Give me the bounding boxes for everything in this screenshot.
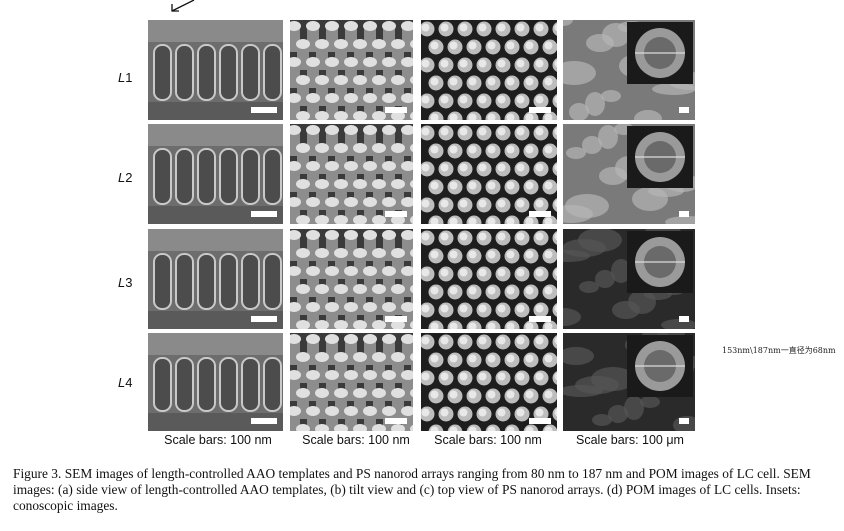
scale-bar bbox=[251, 418, 277, 424]
panel-r2-c4 bbox=[563, 124, 695, 224]
row-label-l4: L4 bbox=[118, 375, 133, 390]
scale-bar bbox=[679, 107, 689, 113]
panel-r4-c3 bbox=[421, 333, 557, 431]
panel-r2-c1 bbox=[148, 124, 283, 224]
scale-bar bbox=[385, 107, 407, 113]
scale-bar bbox=[385, 418, 407, 424]
panel-r1-c2 bbox=[290, 20, 413, 120]
scale-bar bbox=[679, 316, 689, 322]
row-label-l3: L3 bbox=[118, 275, 133, 290]
row-label-l1: L1 bbox=[118, 70, 133, 85]
panel-r2-c2 bbox=[290, 124, 413, 224]
panel-r1-c1 bbox=[148, 20, 283, 120]
column-caption-b: Scale bars: 100 nm bbox=[302, 433, 410, 447]
scale-bar bbox=[385, 316, 407, 322]
column-caption-d: Scale bars: 100 μm bbox=[576, 433, 684, 447]
arrow-mark bbox=[171, 0, 195, 12]
column-caption-a: Scale bars: 100 nm bbox=[164, 433, 272, 447]
panel-r1-c3 bbox=[421, 20, 557, 120]
scale-bar bbox=[251, 107, 277, 113]
scale-bar bbox=[679, 418, 689, 424]
scale-bar bbox=[529, 211, 551, 217]
panel-r3-c3 bbox=[421, 229, 557, 329]
panel-r3-c4 bbox=[563, 229, 695, 329]
panel-r2-c3 bbox=[421, 124, 557, 224]
scale-bar bbox=[251, 211, 277, 217]
panel-r4-c4 bbox=[563, 333, 695, 431]
scale-bar bbox=[679, 211, 689, 217]
scale-bar bbox=[529, 418, 551, 424]
row-label-l2: L2 bbox=[118, 170, 133, 185]
column-caption-c: Scale bars: 100 nm bbox=[434, 433, 542, 447]
panel-r3-c1 bbox=[148, 229, 283, 329]
panel-r1-c4 bbox=[563, 20, 695, 120]
scale-bar bbox=[529, 316, 551, 322]
scale-bar bbox=[529, 107, 551, 113]
scale-bar bbox=[385, 211, 407, 217]
panel-r4-c1 bbox=[148, 333, 283, 431]
side-note: 153nm\187nm一直径为68nm bbox=[722, 346, 836, 355]
panel-r4-c2 bbox=[290, 333, 413, 431]
panel-r3-c2 bbox=[290, 229, 413, 329]
scale-bar bbox=[251, 316, 277, 322]
figure-caption: Figure 3. SEM images of length-controlle… bbox=[13, 466, 811, 514]
